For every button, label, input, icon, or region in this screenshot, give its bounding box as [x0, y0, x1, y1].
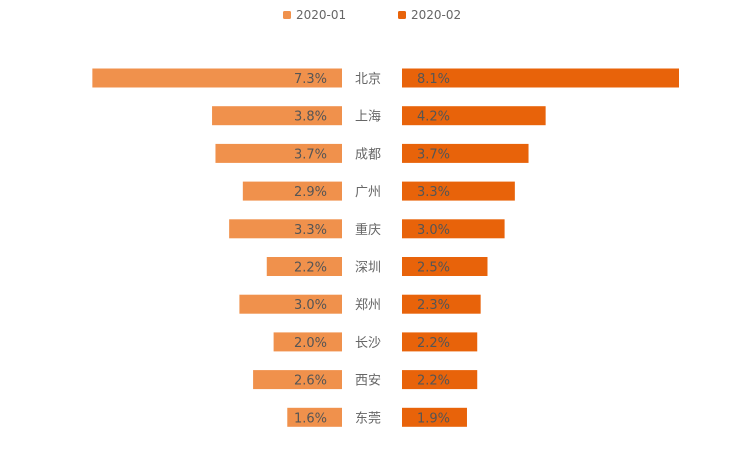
- bar-2020-02-北京: [402, 68, 679, 88]
- legend-label-2020-01: 2020-01: [296, 8, 346, 22]
- legend-swatch-2020-01: [283, 11, 291, 19]
- category-label-成都: 成都: [355, 147, 381, 162]
- value-label-2020-02-西安: 2.2%: [417, 374, 450, 389]
- bar-2020-01-郑州: [239, 294, 342, 314]
- bar-2020-02-长沙: [402, 332, 478, 352]
- bar-2020-01-东莞: [287, 407, 342, 427]
- category-label-郑州: 郑州: [355, 298, 381, 313]
- bar-2020-02-深圳: [402, 257, 488, 276]
- bar-2020-01-西安: [253, 370, 342, 390]
- value-label-2020-01-郑州: 3.0%: [294, 298, 327, 313]
- bar-2020-02-郑州: [402, 294, 481, 314]
- value-label-2020-01-西安: 2.6%: [294, 374, 327, 389]
- category-label-北京: 北京: [355, 72, 381, 87]
- value-label-2020-01-北京: 7.3%: [294, 72, 327, 87]
- value-label-2020-02-广州: 3.3%: [417, 185, 450, 200]
- bar-2020-01-重庆: [229, 219, 342, 239]
- category-label-西安: 西安: [355, 374, 381, 389]
- value-label-2020-01-上海: 3.8%: [294, 110, 327, 125]
- bar-2020-02-重庆: [402, 219, 505, 239]
- value-label-2020-01-广州: 2.9%: [294, 185, 327, 200]
- category-label-深圳: 深圳: [355, 261, 381, 276]
- value-label-2020-01-长沙: 2.0%: [294, 336, 327, 351]
- category-label-广州: 广州: [355, 185, 381, 200]
- bar-2020-01-长沙: [273, 332, 342, 352]
- bar-2020-02-东莞: [402, 407, 467, 427]
- category-label-重庆: 重庆: [355, 222, 381, 238]
- legend-label-2020-02: 2020-02: [411, 8, 461, 22]
- legend-swatch-2020-02: [398, 11, 406, 19]
- value-label-2020-01-东莞: 1.6%: [294, 411, 327, 426]
- value-label-2020-02-东莞: 1.9%: [417, 411, 450, 426]
- bar-2020-01-深圳: [266, 257, 342, 276]
- bar-2020-01-广州: [242, 181, 342, 201]
- value-label-2020-02-上海: 4.2%: [417, 110, 450, 125]
- bar-2020-02-成都: [402, 143, 529, 163]
- bar-2020-01-上海: [212, 106, 342, 126]
- value-label-2020-01-成都: 3.7%: [294, 147, 327, 162]
- value-label-2020-01-重庆: 3.3%: [294, 223, 327, 238]
- value-label-2020-01-深圳: 2.2%: [294, 261, 327, 276]
- category-label-东莞: 东莞: [355, 411, 381, 426]
- category-label-长沙: 长沙: [355, 336, 381, 351]
- value-label-2020-02-深圳: 2.5%: [417, 261, 450, 276]
- bar-2020-01-北京: [92, 68, 342, 88]
- category-label-上海: 上海: [355, 110, 381, 125]
- value-label-2020-02-重庆: 3.0%: [417, 223, 450, 238]
- value-label-2020-02-成都: 3.7%: [417, 147, 450, 162]
- value-label-2020-02-长沙: 2.2%: [417, 336, 450, 351]
- value-label-2020-02-郑州: 2.3%: [417, 298, 450, 313]
- bar-2020-02-西安: [402, 370, 478, 390]
- bar-2020-02-广州: [402, 181, 515, 201]
- bar-2020-02-上海: [402, 106, 546, 126]
- bar-2020-01-成都: [215, 143, 342, 163]
- value-label-2020-02-北京: 8.1%: [417, 72, 450, 87]
